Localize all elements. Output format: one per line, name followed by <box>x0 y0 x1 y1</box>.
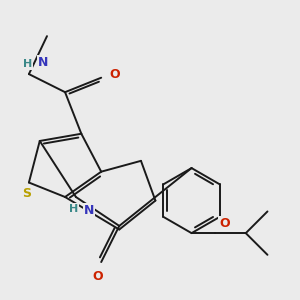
Text: O: O <box>219 217 230 230</box>
Text: H: H <box>23 59 32 69</box>
Text: H: H <box>69 204 78 214</box>
Text: N: N <box>38 56 48 69</box>
Text: O: O <box>109 68 120 81</box>
Text: N: N <box>84 204 94 217</box>
Text: S: S <box>22 187 32 200</box>
Text: O: O <box>92 270 103 283</box>
